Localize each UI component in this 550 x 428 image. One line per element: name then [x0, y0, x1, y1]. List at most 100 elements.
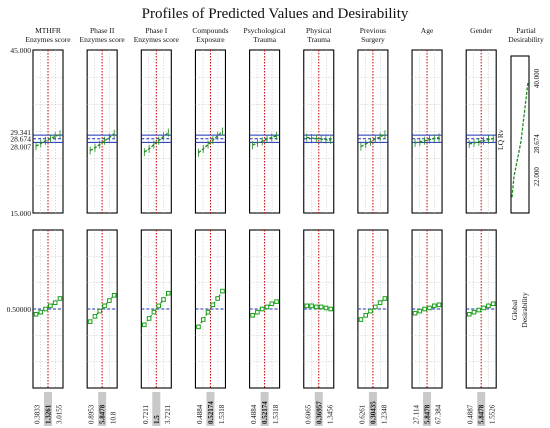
xtick-label: 0.7211	[142, 405, 150, 424]
xtick-label: 67.384	[435, 404, 443, 424]
desirability-point	[328, 306, 334, 312]
desirability-point	[146, 316, 152, 321]
current-setting-label: 1.3261	[45, 404, 53, 424]
top-ytick-label: 29.341	[10, 128, 31, 137]
current-setting-label: 5.8478	[424, 404, 432, 424]
predicted-curve	[414, 136, 440, 144]
desirability-point	[210, 302, 216, 308]
desirability-point	[427, 305, 432, 311]
desirability-point	[382, 296, 388, 301]
factor-label-line2: Enzymes score	[25, 35, 71, 44]
factor-label-line2: Trauma	[307, 35, 331, 44]
xtick-label: 0.4884	[196, 404, 204, 424]
global-desirability-label-line2: Desirability	[520, 292, 529, 328]
partial-desirability-value: 28.674	[533, 134, 541, 154]
predicted-curve	[35, 133, 61, 147]
factor-panel-7: 27.114 5.8478 67.384	[411, 49, 443, 426]
desirability-point	[304, 303, 310, 309]
predicted-curve	[469, 137, 494, 145]
partial-desirability-frame	[510, 55, 530, 214]
desirability-point	[481, 305, 486, 311]
desirability-point	[323, 305, 329, 311]
current-setting-highlight	[206, 392, 215, 426]
factor-panel-4: 0.4884 0.52174 1.5318	[249, 49, 281, 426]
xtick-label: 0.3833	[34, 404, 42, 424]
desirability-point	[43, 306, 48, 312]
xtick-label: 0.8953	[88, 404, 96, 424]
partial-desirability-label-line2: Desirability	[508, 35, 544, 44]
desirability-point	[38, 309, 44, 315]
xtick-label: 1.2348	[380, 404, 388, 424]
global-desirability-label: Global	[510, 300, 519, 320]
desirability-point	[436, 302, 442, 308]
chart-title: Profiles of Predicted Values and Desirab…	[141, 6, 409, 22]
desirability-point	[196, 324, 201, 330]
partial-desirability-value: 22.000	[533, 167, 541, 187]
desirability-point	[422, 306, 427, 312]
current-setting-label: 0.30435	[369, 401, 377, 424]
current-setting-label: 5.8478	[99, 404, 107, 424]
factor-label: Age	[421, 26, 434, 35]
desirability-point	[431, 303, 437, 309]
factor-panel-3: 0.4884 0.52174 1.5318	[194, 49, 226, 426]
factor-panel-8: 0.4887 5.8478 1.5526	[465, 49, 497, 426]
desirability-point	[412, 310, 418, 316]
desirability-point	[156, 303, 161, 309]
predicted-curve	[306, 136, 331, 141]
xtick-label: 1.3456	[326, 404, 334, 424]
current-setting-highlight	[423, 392, 432, 426]
partial-desirability-label: Partial	[516, 26, 536, 35]
current-setting-highlight	[477, 392, 486, 426]
desirability-point	[142, 322, 147, 328]
factor-label: Physical	[306, 26, 331, 35]
factor-panel-1: 0.8953 5.8478 10.8	[86, 49, 118, 426]
desirability-point	[314, 304, 319, 310]
xtick-label: 3.7211	[164, 405, 172, 424]
desirability-point	[200, 317, 206, 322]
response-label: LQ Rv	[496, 129, 505, 150]
factor-panel-6: 0.6261 0.30435 1.2348	[357, 49, 389, 426]
desirability-point	[363, 313, 368, 318]
factor-label-line2: Enzymes score	[134, 35, 180, 44]
desirability-point	[466, 311, 472, 317]
factor-label-line2: Enzymes score	[80, 35, 126, 44]
desirability-point	[373, 304, 378, 310]
xtick-label: 3.0155	[56, 404, 64, 424]
top-ytick-label: 15.000	[10, 209, 31, 218]
desirability-point	[33, 311, 39, 317]
xtick-label: 0.4884	[250, 404, 258, 424]
predicted-curve	[360, 133, 386, 148]
desirability-point	[107, 298, 112, 303]
desirability-point	[52, 300, 58, 305]
desirability-point	[92, 314, 98, 319]
xtick-label: 1.5318	[218, 404, 226, 424]
desirability-point	[269, 301, 275, 307]
xtick-label: 1.5526	[489, 404, 497, 424]
partial-desirability-curve	[511, 82, 529, 198]
predicted-curve	[143, 132, 169, 153]
desirability-point	[48, 303, 53, 309]
current-setting-highlight	[152, 392, 161, 426]
factor-panel-0: 0.3833 1.3261 3.0155	[32, 49, 64, 426]
desirability-point	[166, 290, 171, 296]
desirability-point	[318, 304, 324, 310]
desirability-point	[220, 288, 225, 294]
desirability-point	[102, 303, 107, 309]
desirability-point	[476, 307, 482, 313]
desirability-point	[471, 309, 477, 315]
factor-label: Phase I	[145, 26, 167, 35]
current-setting-label: 0.52174	[261, 401, 269, 424]
desirability-point	[486, 303, 491, 309]
bottom-ytick-label: 0.50000	[7, 305, 32, 314]
desirability-point	[87, 319, 93, 324]
factor-label: Compounds	[192, 26, 228, 35]
factor-label-line2: Trauma	[253, 35, 277, 44]
factor-label-line2: Exposure	[196, 35, 225, 44]
top-ytick-label: 28.674	[10, 135, 31, 144]
desirability-point	[250, 313, 255, 318]
desirability-point	[259, 306, 265, 312]
current-setting-highlight	[314, 392, 323, 426]
desirability-point	[97, 308, 103, 314]
factor-label: MTHFR	[35, 26, 61, 35]
factor-panel-2: 0.7211 1.5 3.7211	[140, 49, 172, 426]
